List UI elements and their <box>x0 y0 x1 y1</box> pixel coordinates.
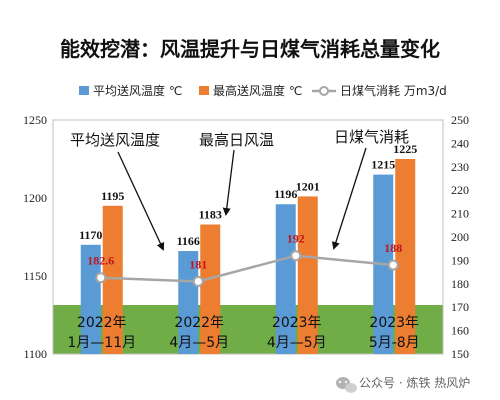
bar-max-temp <box>395 159 416 354</box>
bar-value-label: 1225 <box>393 142 417 156</box>
category-label-line1: 2022年 <box>174 315 224 331</box>
category-labels: 2022年 1月—11月 2022年 4月—5月 2023年 4月—5月 2023年 5月-8… <box>67 315 419 351</box>
bar-max-temp <box>102 205 123 354</box>
y-left-tick-label: 1100 <box>23 347 47 361</box>
bar-value-label: 1196 <box>274 187 297 201</box>
annotations: 平均送风温度 最高日风温 日煤气消耗 <box>70 128 409 251</box>
watermark: 公众号 · 炼铁 热风炉 <box>336 375 470 393</box>
y-right-tick-label: 240 <box>451 136 469 150</box>
bar-value-label: 1183 <box>199 208 222 222</box>
coal-gas-point <box>95 272 107 284</box>
category-label-line2: 1月—11月 <box>67 335 136 351</box>
coal-gas-line <box>100 254 394 283</box>
legend: 平均送风温度 ℃ 最高送风温度 ℃ 日煤气消耗 万m3/d <box>79 83 447 98</box>
legend-label-avg-temp: 平均送风温度 ℃ <box>93 83 182 98</box>
bar-max-temp <box>297 196 318 354</box>
bar-value-label: 1170 <box>79 228 102 242</box>
plot-frame <box>52 119 444 355</box>
chart-title: 能效挖潜：风温提升与日煤气消耗总量变化 <box>60 37 440 61</box>
y-right-tick-label: 230 <box>451 160 469 174</box>
y-right-tick-label: 170 <box>451 300 469 314</box>
category-label-line1: 2023年 <box>369 315 419 331</box>
y-right-tick-label: 210 <box>451 207 469 221</box>
bar-value-label: 1195 <box>101 189 124 203</box>
legend-label-coal-gas: 日煤气消耗 万m3/d <box>340 83 447 98</box>
coal-gas-value-label: 182.6 <box>87 254 114 268</box>
watermark-text: 公众号 · 炼铁 热风炉 <box>359 375 470 390</box>
y-right-tick-label: 200 <box>451 230 469 244</box>
coal-gas-point <box>290 250 302 262</box>
y-right-tick-label: 220 <box>451 183 469 197</box>
y-right-tick-label: 150 <box>451 347 469 361</box>
bar-max-temp <box>200 224 221 354</box>
legend-label-max-temp: 最高送风温度 ℃ <box>213 83 302 98</box>
y-right-tick-label: 190 <box>451 253 469 267</box>
coal-gas-value-label: 188 <box>384 241 402 255</box>
bar-value-label: 1201 <box>296 179 320 193</box>
annotation-max-temp: 最高日风温 <box>199 131 274 149</box>
y-right-tick-label: 180 <box>451 277 469 291</box>
bar-avg-temp <box>275 204 296 354</box>
y-axis-right: 150 160 170 180 190 200 210 220 230 240 250 <box>451 113 469 361</box>
annotation-arrow-avg-temp <box>117 151 165 251</box>
y-axis-left: 1100 1150 1200 1250 <box>23 113 47 361</box>
bar-value-label: 1215 <box>371 158 395 172</box>
bar-avg-temp <box>80 244 101 354</box>
legend-marker-coal-gas <box>319 86 329 96</box>
bars: 1170 1166 1196 1215 1195 1183 1201 1225 <box>79 142 417 354</box>
coal-gas-point <box>192 275 204 287</box>
y-right-tick-label: 160 <box>451 324 469 338</box>
coal-gas-value-label: 181 <box>189 257 207 271</box>
y-right-tick-label: 250 <box>451 113 469 127</box>
coal-gas-value-label: 192 <box>287 232 305 246</box>
annotation-arrow-coal-gas <box>332 147 367 250</box>
annotation-arrow-max-temp <box>222 149 235 216</box>
y-left-tick-label: 1250 <box>23 113 47 127</box>
category-label-line2: 4月—5月 <box>267 335 327 351</box>
coal-gas-points: 182.6 181 192 188 <box>87 232 402 287</box>
category-label-line1: 2023年 <box>272 315 322 331</box>
annotation-coal-gas: 日煤气消耗 <box>334 128 409 146</box>
annotation-avg-temp: 平均送风温度 <box>70 131 160 149</box>
bar-avg-temp <box>178 251 199 354</box>
coal-gas-point <box>387 259 399 271</box>
y-left-tick-label: 1200 <box>23 191 47 205</box>
category-label-line2: 4月—5月 <box>169 335 229 351</box>
wechat-icon <box>336 377 357 393</box>
bar-value-label: 1166 <box>177 234 200 248</box>
y-left-tick-label: 1150 <box>23 269 47 283</box>
legend-swatch-max-temp <box>199 86 209 95</box>
category-label-line2: 5月-8月 <box>369 335 420 351</box>
category-label-line1: 2022年 <box>77 315 127 331</box>
legend-swatch-avg-temp <box>79 86 89 95</box>
